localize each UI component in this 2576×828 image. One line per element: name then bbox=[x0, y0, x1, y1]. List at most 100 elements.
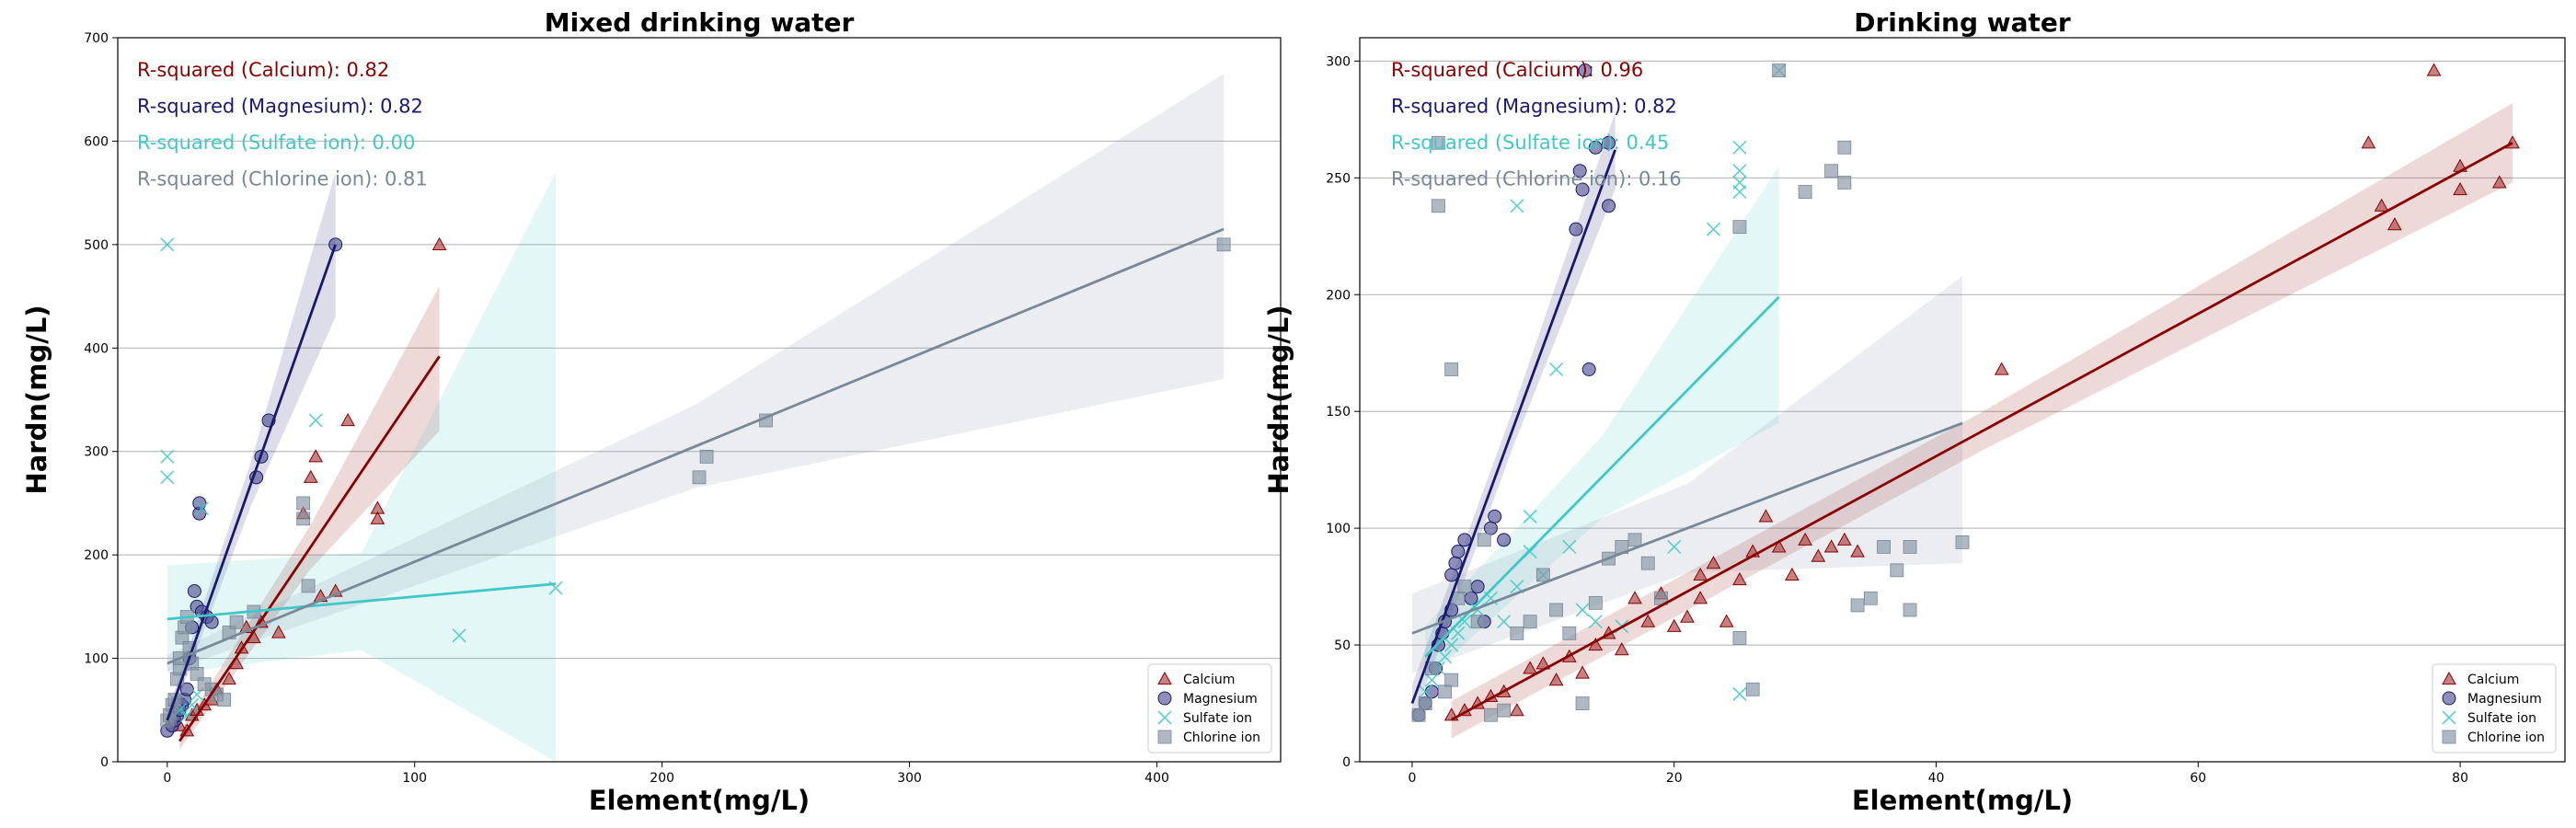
data-point bbox=[1719, 614, 1734, 627]
legend-label: Calcium bbox=[2467, 673, 2519, 687]
data-point bbox=[1523, 615, 1537, 629]
data-point bbox=[1444, 673, 1459, 687]
x-tick-label: 80 bbox=[2452, 771, 2468, 786]
data-point bbox=[1614, 642, 1629, 656]
regression-line-magnesium bbox=[166, 244, 337, 721]
data-point bbox=[185, 697, 200, 712]
data-point bbox=[1627, 533, 1642, 547]
data-point bbox=[1772, 63, 1787, 77]
data-point bbox=[2361, 135, 2376, 149]
data-point bbox=[1837, 175, 1852, 190]
y-axis-label: Hardn(mg/L) bbox=[21, 305, 52, 494]
data-point bbox=[1824, 164, 1839, 178]
data-point bbox=[1732, 686, 1747, 701]
r-squared-annotation: R-squared (Magnesium): 0.82 bbox=[137, 96, 423, 118]
confidence-band-sulfate-ion bbox=[1425, 166, 1779, 681]
confidence-band-chlorine-ion bbox=[167, 74, 1225, 673]
data-point bbox=[1798, 532, 1812, 546]
data-point bbox=[2453, 181, 2467, 196]
x-tick-label: 60 bbox=[2190, 771, 2206, 786]
legend-marker bbox=[2442, 671, 2456, 685]
chart-panel-1: 0 100 200 300 400 0 100 200 300 400 500 600 700 Mixed… bbox=[21, 7, 1282, 816]
data-point bbox=[194, 500, 210, 516]
data-point bbox=[1640, 614, 1656, 627]
y-tick-label: 400 bbox=[84, 341, 109, 356]
data-point bbox=[2426, 63, 2442, 76]
data-point bbox=[699, 449, 714, 464]
data-point bbox=[1578, 63, 1593, 78]
data-point bbox=[370, 511, 385, 524]
data-point bbox=[1693, 591, 1708, 604]
data-point bbox=[1523, 661, 1537, 674]
data-point bbox=[1602, 199, 1616, 213]
y-tick-label: 200 bbox=[84, 548, 109, 563]
data-point bbox=[301, 579, 316, 593]
data-point bbox=[1732, 164, 1747, 178]
data-point bbox=[1890, 563, 1904, 578]
data-point bbox=[1535, 568, 1550, 582]
data-point bbox=[1850, 544, 1865, 558]
data-point bbox=[452, 628, 466, 643]
data-point bbox=[431, 236, 447, 250]
data-point bbox=[1549, 362, 1564, 377]
data-point bbox=[2374, 198, 2389, 212]
x-tick-label: 400 bbox=[1144, 771, 1169, 786]
data-point bbox=[1432, 135, 1445, 150]
y-tick-label: 0 bbox=[1342, 755, 1351, 770]
regression-line-sulfate-ion bbox=[167, 582, 557, 621]
data-point bbox=[1758, 509, 1774, 523]
data-point bbox=[1903, 540, 1917, 554]
y-axis-label: Hardn(mg/L) bbox=[1263, 305, 1294, 494]
r-squared-annotation: R-squared (Magnesium): 0.82 bbox=[1391, 96, 1677, 118]
data-point bbox=[1444, 568, 1459, 582]
data-point bbox=[1575, 696, 1590, 710]
legend-label: Magnesium bbox=[2467, 692, 2542, 707]
r-squared-annotation: R-squared (Calcium): 0.82 bbox=[137, 59, 389, 81]
data-point bbox=[187, 583, 201, 598]
data-point bbox=[1562, 626, 1577, 640]
data-point bbox=[1437, 650, 1453, 664]
data-point bbox=[1411, 707, 1426, 722]
data-point bbox=[296, 512, 311, 526]
x-tick-label: 40 bbox=[1928, 771, 1945, 786]
y-tick-label: 250 bbox=[1326, 171, 1351, 186]
data-point bbox=[1745, 682, 1760, 696]
data-point bbox=[308, 449, 323, 463]
data-point bbox=[1667, 539, 1682, 555]
y-tick-label: 100 bbox=[1326, 522, 1351, 536]
data-point bbox=[1470, 615, 1485, 629]
confidence-band-magnesium bbox=[1411, 112, 1616, 722]
data-point bbox=[1732, 175, 1747, 190]
data-point bbox=[1706, 556, 1721, 569]
data-point bbox=[160, 237, 175, 252]
data-point bbox=[1497, 615, 1512, 629]
confidence-band-magnesium bbox=[167, 172, 336, 730]
data-point bbox=[1483, 521, 1498, 535]
legend-label: Sulfate ion bbox=[1183, 711, 1252, 726]
data-point bbox=[1424, 684, 1439, 699]
legend-marker bbox=[2442, 730, 2456, 744]
data-point bbox=[1903, 603, 1917, 617]
data-point bbox=[1448, 556, 1463, 570]
data-point bbox=[1837, 140, 1852, 155]
regression-line-chlorine-ion bbox=[167, 227, 1225, 665]
data-point bbox=[1488, 509, 1502, 523]
x-tick-label: 300 bbox=[897, 771, 922, 786]
data-point bbox=[1666, 618, 1682, 632]
data-point bbox=[1470, 580, 1485, 594]
legend-marker bbox=[2442, 710, 2456, 725]
confidence-band-calcium bbox=[179, 285, 440, 750]
data-point bbox=[2387, 217, 2402, 231]
data-point bbox=[1955, 535, 1970, 549]
legend-label: Calcium bbox=[1183, 673, 1235, 687]
y-tick-label: 0 bbox=[100, 755, 109, 770]
data-point bbox=[179, 707, 194, 722]
x-axis-label: Element(mg/L) bbox=[1852, 785, 2073, 816]
data-point bbox=[1477, 533, 1491, 547]
y-tick-label: 100 bbox=[84, 652, 109, 667]
x-tick-label: 0 bbox=[163, 771, 171, 786]
legend-marker bbox=[1157, 691, 1172, 706]
legend-label: Sulfate ion bbox=[2467, 711, 2536, 726]
data-point bbox=[1418, 696, 1432, 710]
